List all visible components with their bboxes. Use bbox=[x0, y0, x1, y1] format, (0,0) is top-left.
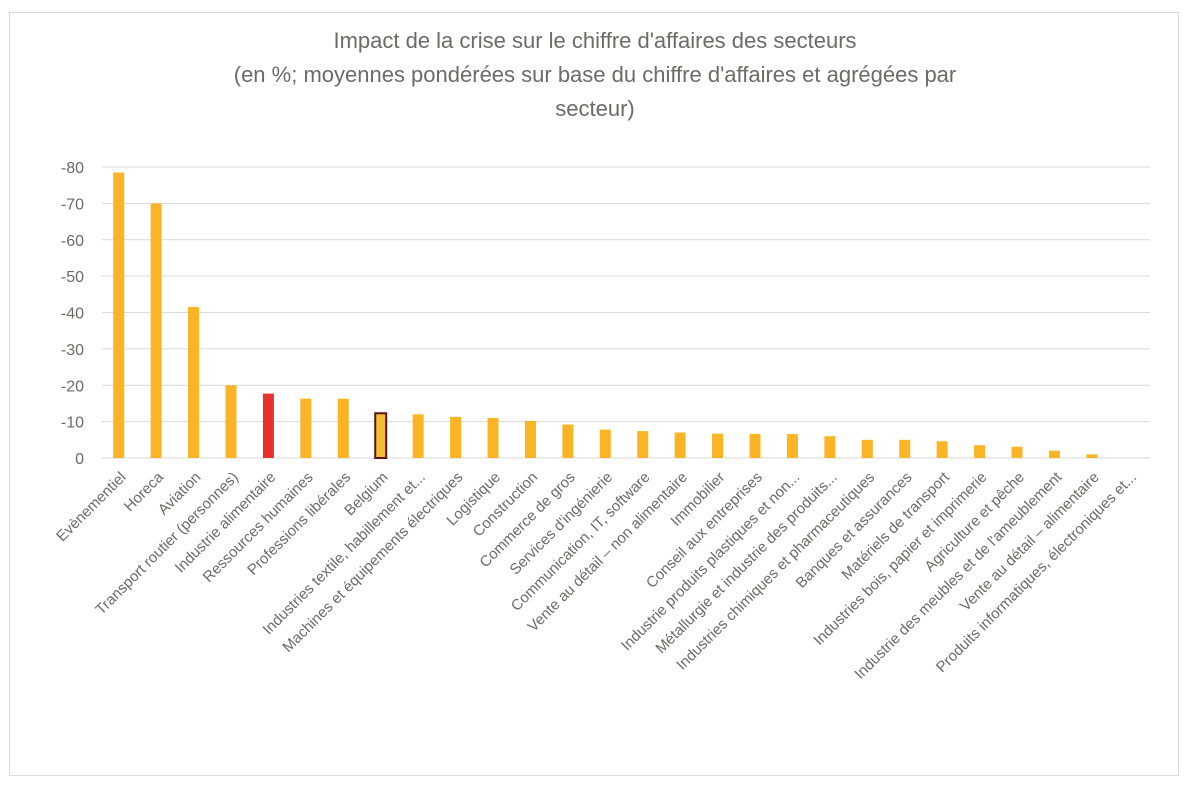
bar bbox=[374, 412, 388, 460]
bar bbox=[225, 385, 237, 458]
y-tick-label: 0 bbox=[75, 451, 84, 468]
bar bbox=[412, 414, 424, 458]
y-tick-label: -10 bbox=[61, 415, 84, 432]
bar bbox=[487, 417, 499, 458]
bar bbox=[861, 439, 873, 458]
bar bbox=[300, 398, 312, 458]
bar bbox=[524, 420, 536, 458]
bar bbox=[599, 429, 611, 458]
chart-title: Impact de la crise sur le chiffre d'affa… bbox=[0, 24, 1190, 126]
bar bbox=[974, 445, 986, 458]
bar bbox=[712, 433, 724, 458]
bar bbox=[562, 424, 574, 458]
bar bbox=[824, 436, 836, 458]
bar bbox=[899, 439, 911, 458]
y-tick-label: -60 bbox=[61, 233, 84, 250]
bar bbox=[337, 398, 349, 458]
gridlines bbox=[102, 166, 1150, 459]
chart-title-line-1: Impact de la crise sur le chiffre d'affa… bbox=[333, 28, 857, 53]
y-tick-label: -80 bbox=[61, 160, 84, 177]
y-tick-label: -40 bbox=[61, 306, 84, 323]
y-tick-label: -50 bbox=[61, 269, 84, 286]
y-tick-label: -70 bbox=[61, 196, 84, 213]
bar bbox=[637, 431, 649, 458]
bar bbox=[1011, 446, 1023, 458]
bar bbox=[1048, 450, 1060, 458]
chart-frame bbox=[9, 12, 1179, 776]
x-category-label: Evènementiel bbox=[53, 469, 129, 545]
bars bbox=[113, 172, 1098, 460]
y-tick-label: -20 bbox=[61, 378, 84, 395]
chart-title-line-2: (en %; moyennes pondérées sur base du ch… bbox=[233, 62, 957, 87]
y-axis-ticks: 0 -10 -20 -30 -40 -50 -60 -70 -80 bbox=[61, 160, 84, 468]
bar bbox=[262, 393, 274, 458]
bar bbox=[113, 172, 125, 459]
bar bbox=[450, 416, 462, 458]
y-tick-label: -30 bbox=[61, 342, 84, 359]
chart-title-line-3: secteur) bbox=[555, 96, 635, 121]
bar bbox=[188, 307, 200, 458]
bar bbox=[674, 432, 686, 458]
bar bbox=[749, 433, 761, 458]
bar bbox=[786, 433, 798, 458]
bar bbox=[1086, 454, 1098, 458]
bar bbox=[936, 441, 948, 458]
bar bbox=[150, 203, 162, 458]
